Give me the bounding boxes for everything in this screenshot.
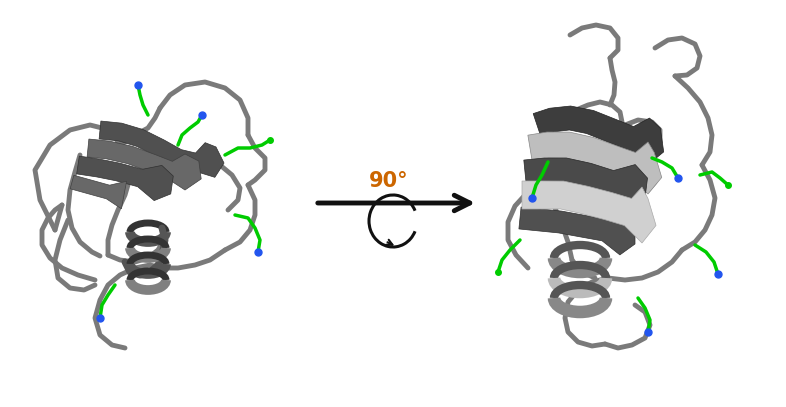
Polygon shape: [528, 132, 662, 194]
Text: 90°: 90°: [369, 171, 409, 191]
Polygon shape: [77, 156, 173, 201]
Polygon shape: [99, 121, 224, 177]
Polygon shape: [533, 106, 663, 166]
Polygon shape: [522, 181, 656, 243]
Polygon shape: [70, 175, 127, 209]
Polygon shape: [523, 158, 648, 211]
Polygon shape: [87, 139, 201, 190]
Polygon shape: [519, 207, 635, 255]
